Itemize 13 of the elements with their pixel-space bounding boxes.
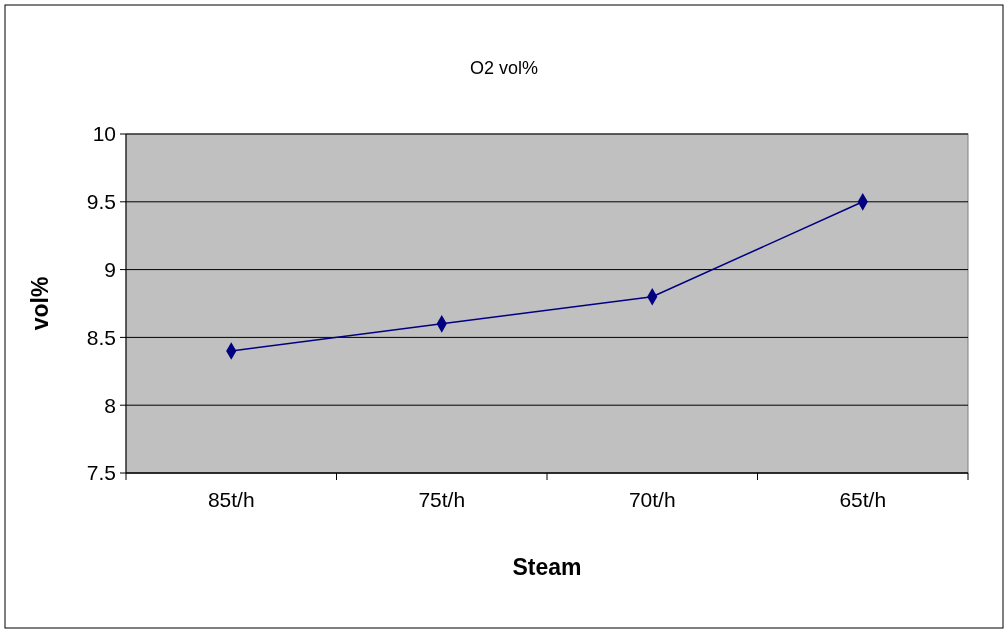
y-tick-label: 10 <box>92 122 116 146</box>
y-tick-label: 9.5 <box>86 190 116 214</box>
y-tick-label: 8 <box>104 393 116 417</box>
y-axis-title: vol% <box>27 276 53 331</box>
x-tick-label: 75t/h <box>418 488 466 511</box>
x-tick-label: 70t/h <box>628 488 676 511</box>
y-tick-label: 9 <box>104 257 116 281</box>
x-tick-label: 65t/h <box>839 488 887 511</box>
chart-title: O2 vol% <box>469 58 539 78</box>
y-tick-label: 7.5 <box>86 461 116 485</box>
x-axis-title: Steam <box>512 554 582 580</box>
y-tick-label: 8.5 <box>86 325 116 349</box>
x-tick-label: 85t/h <box>207 488 255 511</box>
